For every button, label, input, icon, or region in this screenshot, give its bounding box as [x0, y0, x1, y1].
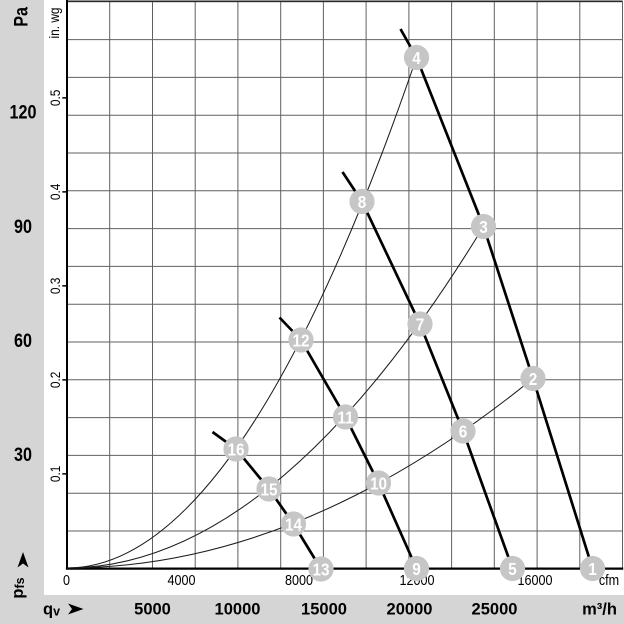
- svg-text:60: 60: [14, 330, 32, 352]
- svg-text:5: 5: [508, 559, 517, 579]
- svg-text:6: 6: [459, 421, 468, 441]
- svg-text:0.3: 0.3: [47, 278, 63, 295]
- svg-text:4000: 4000: [167, 571, 195, 588]
- svg-text:5000: 5000: [134, 601, 171, 619]
- svg-text:12: 12: [292, 330, 309, 350]
- svg-text:m³/h: m³/h: [582, 601, 617, 619]
- svg-text:0.2: 0.2: [47, 372, 63, 389]
- svg-text:20000: 20000: [387, 601, 433, 619]
- svg-text:1: 1: [588, 559, 597, 579]
- svg-text:Pa: Pa: [10, 7, 32, 27]
- svg-text:25000: 25000: [472, 601, 518, 619]
- svg-text:16: 16: [227, 439, 244, 459]
- svg-text:pfs: pfs: [9, 577, 27, 598]
- svg-text:15000: 15000: [301, 601, 347, 619]
- svg-text:in. wg: in. wg: [46, 7, 62, 38]
- svg-text:120: 120: [10, 101, 37, 123]
- svg-text:13: 13: [312, 559, 329, 579]
- svg-text:9: 9: [412, 559, 421, 579]
- svg-text:15: 15: [260, 479, 277, 499]
- svg-text:10000: 10000: [215, 601, 261, 619]
- svg-text:90: 90: [14, 216, 32, 238]
- svg-text:0.4: 0.4: [47, 184, 63, 201]
- svg-text:2: 2: [529, 369, 538, 389]
- svg-text:4: 4: [412, 48, 421, 68]
- svg-text:0.1: 0.1: [47, 466, 63, 483]
- svg-text:8: 8: [358, 192, 367, 212]
- svg-text:0: 0: [63, 571, 70, 588]
- svg-text:qv: qv: [43, 601, 60, 619]
- svg-text:11: 11: [337, 407, 353, 427]
- svg-text:0.5: 0.5: [47, 90, 63, 107]
- svg-text:14: 14: [285, 514, 303, 534]
- svg-text:30: 30: [14, 444, 32, 466]
- svg-text:16000: 16000: [517, 571, 552, 588]
- svg-text:7: 7: [416, 314, 425, 334]
- svg-text:10: 10: [370, 473, 387, 493]
- svg-text:8000: 8000: [285, 571, 313, 588]
- svg-text:3: 3: [479, 217, 488, 237]
- svg-text:cfm: cfm: [599, 571, 619, 588]
